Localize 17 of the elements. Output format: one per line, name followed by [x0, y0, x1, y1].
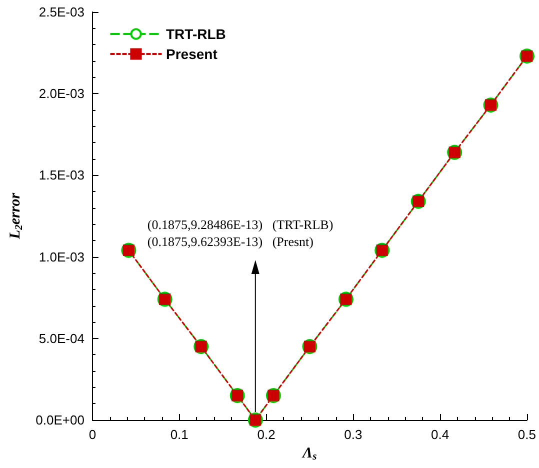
- x-tick-label: 0.2: [257, 427, 276, 442]
- y-tick-label: 1.0E-03: [38, 249, 84, 264]
- y-tick-label: 1.5E-03: [38, 168, 84, 183]
- annotation: (0.1875,9.62393E-13) (Presnt): [147, 234, 314, 249]
- legend-label: Present: [166, 46, 218, 62]
- x-tick-label: 0: [88, 427, 96, 442]
- y-tick-label: 0.0E+00: [36, 412, 84, 428]
- y-tick-label: 2.5E-03: [38, 4, 84, 20]
- x-tick-label: 0.3: [344, 427, 362, 442]
- y-tick-label: 5.0E-04: [38, 330, 84, 346]
- annotation: (0.1875,9.28486E-13) (TRT-RLB): [147, 217, 334, 232]
- x-tick-label: 0.1: [170, 427, 188, 442]
- x-tick-label: 0.4: [431, 427, 450, 442]
- y-axis-title: L2error: [8, 192, 25, 240]
- x-tick-label: 0.5: [518, 427, 536, 442]
- y-tick-label: 2.0E-03: [38, 86, 84, 102]
- legend-label: TRT-RLB: [166, 26, 226, 42]
